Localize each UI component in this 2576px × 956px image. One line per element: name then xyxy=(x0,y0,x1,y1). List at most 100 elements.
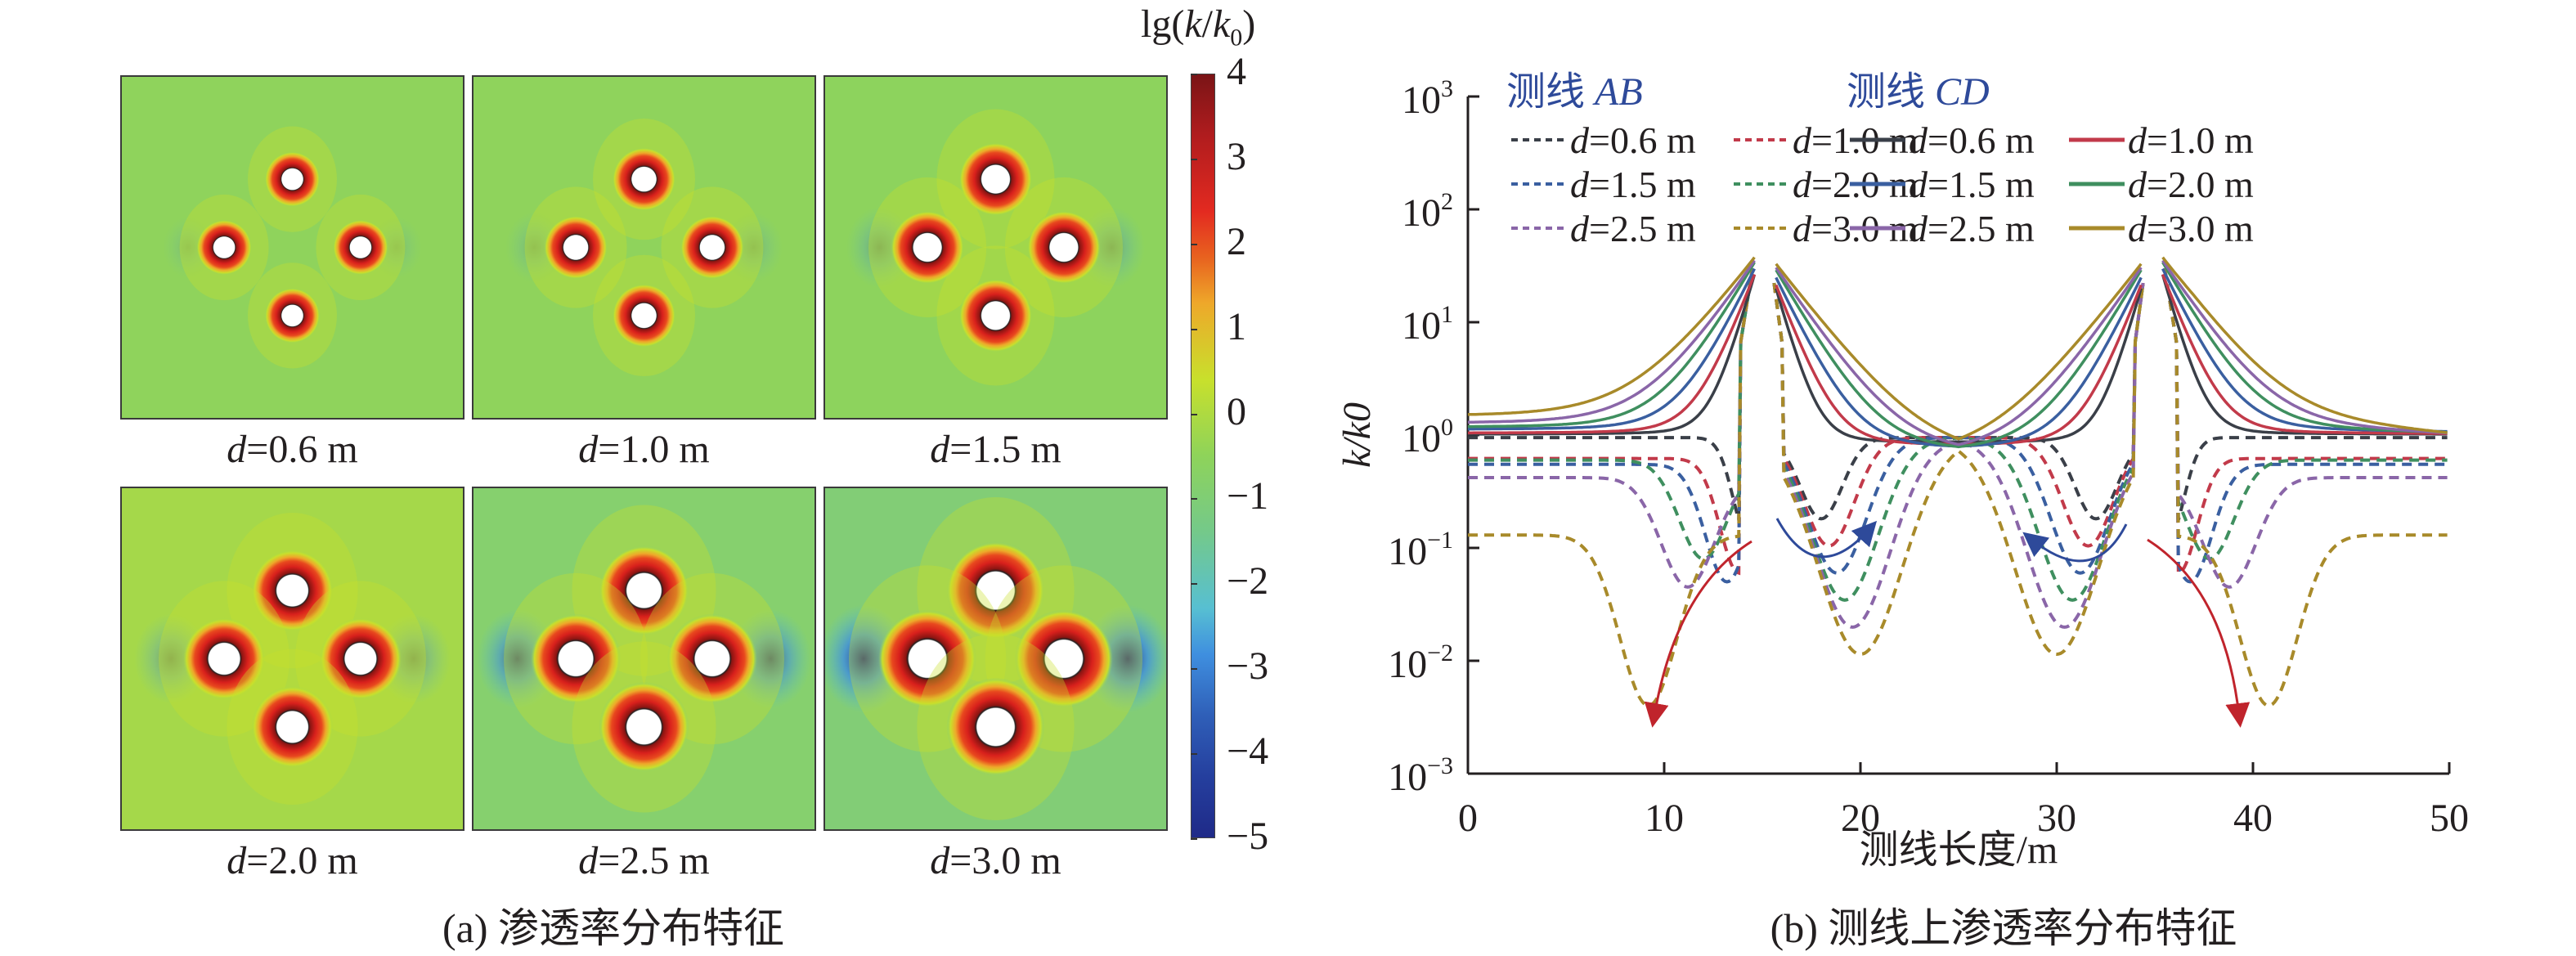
borehole xyxy=(319,617,402,700)
permeability-map-6 xyxy=(824,487,1168,831)
series-line-ab-1.5 xyxy=(1468,267,2448,584)
colorbar-tick xyxy=(1191,328,1197,330)
legend-label: d=1.0 m xyxy=(2128,119,2254,161)
y-tick-label: 10−1 xyxy=(1388,527,1453,573)
arrow-annotation xyxy=(1644,540,1752,728)
legend-item: d=2.0 m xyxy=(2069,164,2254,205)
permeability-map-1 xyxy=(120,75,464,420)
series-line-cd-2.5 xyxy=(1468,259,2448,447)
permeability-map-4 xyxy=(120,487,464,831)
borehole xyxy=(878,609,977,708)
permeability-map-3 xyxy=(824,75,1168,420)
borehole xyxy=(958,278,1033,352)
permeability-map-5 xyxy=(472,487,816,831)
borehole xyxy=(264,151,321,208)
legend-label: d=3.0 m xyxy=(2128,208,2254,249)
legend-item: d=0.6 m xyxy=(1850,119,2035,161)
colorbar-tick xyxy=(1191,498,1197,500)
legend-label: d=1.5 m xyxy=(1909,164,2035,205)
borehole xyxy=(544,215,608,280)
legend-item: d=0.6 m xyxy=(1511,119,1696,161)
borehole xyxy=(946,541,1045,640)
borehole xyxy=(251,685,334,768)
colorbar-tick-label: 4 xyxy=(1227,50,1246,93)
borehole xyxy=(531,613,622,704)
map-label: d=2.5 m xyxy=(578,839,710,882)
map-label: d=1.0 m xyxy=(578,428,710,471)
borehole xyxy=(680,215,744,280)
colorbar-tick-label: −3 xyxy=(1227,644,1269,689)
colorbar-tick xyxy=(1191,74,1197,75)
colorbar xyxy=(1191,74,1215,838)
legend-label: d=0.6 m xyxy=(1909,119,2035,161)
map-label: d=1.5 m xyxy=(930,428,1061,471)
legend-label: d=2.5 m xyxy=(1909,208,2035,249)
borehole xyxy=(1026,210,1101,285)
colorbar-title: lg(k/k0) xyxy=(1141,2,1256,52)
series-line-ab-0.6 xyxy=(1468,267,2448,521)
y-tick-label: 10−2 xyxy=(1388,640,1453,686)
borehole xyxy=(612,283,676,348)
colorbar-tick xyxy=(1191,158,1197,160)
borehole xyxy=(1014,609,1113,708)
borehole xyxy=(666,613,757,704)
series-line-ab-1 xyxy=(1468,267,2448,576)
x-axis-label: 测线长度/m xyxy=(1860,828,2058,872)
permeability-map-2 xyxy=(472,75,816,420)
x-tick-label: 50 xyxy=(2430,797,2469,840)
arrow-annotation xyxy=(2147,538,2251,728)
x-tick-label: 20 xyxy=(1841,797,1880,840)
x-tick-label: 40 xyxy=(2233,797,2273,840)
borehole xyxy=(946,677,1045,776)
colorbar-tick-label: 0 xyxy=(1227,389,1246,433)
x-tick-label: 0 xyxy=(1458,797,1478,840)
borehole xyxy=(264,287,321,343)
map-label: d=3.0 m xyxy=(930,839,1061,882)
y-tick-label: 103 xyxy=(1402,75,1453,122)
colorbar-tick-label: 2 xyxy=(1227,219,1246,263)
y-tick-label: 102 xyxy=(1402,188,1453,235)
y-tick-label: 101 xyxy=(1402,301,1453,348)
legend-item: d=2.5 m xyxy=(1511,208,1696,249)
legend-label: d=2.5 m xyxy=(1570,208,1696,249)
map-label: d=0.6 m xyxy=(227,428,358,471)
arrow-annotation xyxy=(2022,523,2128,563)
series-line-ab-3 xyxy=(1468,267,2448,707)
annotations xyxy=(1644,518,2251,728)
legend-item: d=1.5 m xyxy=(1850,164,2035,205)
colorbar-tick-label: 3 xyxy=(1227,134,1246,178)
colorbar-tick xyxy=(1191,838,1197,840)
legend-header-cd: 测线 CD xyxy=(1847,70,1990,114)
colorbar-tick-label: −2 xyxy=(1227,559,1269,604)
colorbar-tick xyxy=(1191,413,1197,415)
legend-header-ab: 测线 AB xyxy=(1506,70,1643,114)
series-line-cd-3 xyxy=(1467,256,2448,441)
y-axis-label: k/k0 xyxy=(1335,402,1379,468)
x-tick-label: 10 xyxy=(1645,797,1684,840)
y-tick-label: 100 xyxy=(1402,414,1453,460)
colorbar-tick-label: −5 xyxy=(1227,815,1269,858)
x-tick-label: 30 xyxy=(2037,797,2076,840)
legend-label: d=2.0 m xyxy=(2128,164,2254,205)
arrow-annotation xyxy=(1775,518,1878,559)
borehole xyxy=(599,681,689,772)
series-line-ab-2.5 xyxy=(1468,267,2448,629)
legend-item: d=1.0 m xyxy=(2069,119,2254,161)
colorbar-tick xyxy=(1191,583,1197,586)
colorbar-tick xyxy=(1191,668,1197,671)
borehole xyxy=(251,550,334,632)
series-line-cd-2 xyxy=(1468,261,2448,449)
caption-a: (a) 渗透率分布特征 xyxy=(442,905,784,951)
caption-b: (b) 测线上渗透率分布特征 xyxy=(1770,905,2237,951)
colorbar-tick-label: −1 xyxy=(1227,474,1269,518)
borehole xyxy=(891,210,965,285)
borehole xyxy=(183,617,266,700)
colorbar-tick-label: −4 xyxy=(1227,729,1269,774)
borehole xyxy=(612,147,676,212)
colorbar-tick xyxy=(1191,753,1197,756)
colorbar-tick-label: 1 xyxy=(1227,304,1246,348)
borehole xyxy=(332,219,388,276)
legend-label: d=0.6 m xyxy=(1570,119,1696,161)
borehole xyxy=(196,219,253,276)
borehole xyxy=(599,545,689,636)
